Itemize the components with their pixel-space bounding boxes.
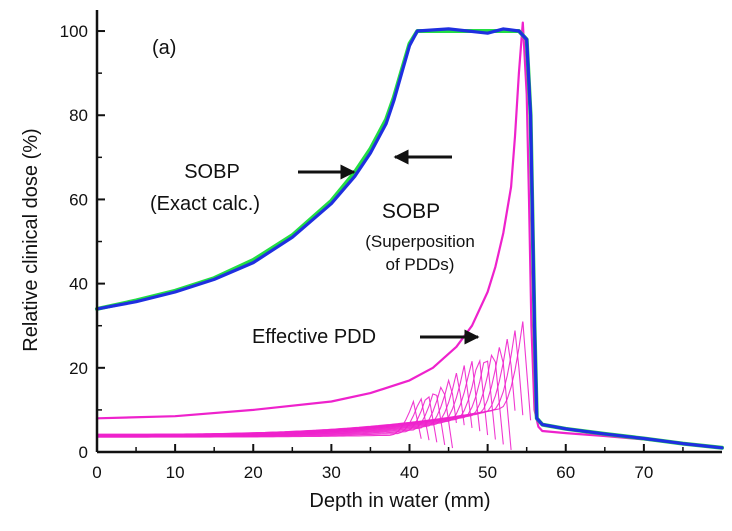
x-tick-label-6: 60 [556, 463, 575, 482]
y-tick-label-5: 100 [60, 22, 88, 41]
annotation-sobp-superposition-line1: (Superposition [365, 232, 475, 251]
y-tick-label-4: 80 [69, 106, 88, 125]
x-axis-title: Depth in water (mm) [309, 490, 490, 512]
x-tick-label-4: 40 [400, 463, 419, 482]
annotation-sobp-superposition-line2: of PDDs) [386, 255, 455, 274]
x-tick-label-7: 70 [634, 463, 653, 482]
y-tick-label-3: 60 [69, 190, 88, 209]
annotation-sobp-exact-subtitle: (Exact calc.) [150, 193, 260, 215]
x-tick-label-0: 0 [92, 463, 101, 482]
y-tick-label-1: 20 [69, 359, 88, 378]
annotation-effective-pdd: Effective PDD [252, 326, 376, 348]
annotation-sobp-exact-title: SOBP [184, 161, 240, 183]
panel-label: (a) [152, 37, 176, 59]
annotation-sobp-superposition-title: SOBP [382, 200, 440, 223]
series-line-2 [95, 21, 724, 449]
x-tick-label-5: 50 [478, 463, 497, 482]
x-tick-label-1: 10 [166, 463, 185, 482]
ticks-layer: 0 10 20 30 40 50 60 70 0 20 40 60 80 100 [60, 22, 684, 482]
series-line-1 [95, 27, 724, 450]
x-tick-label-3: 30 [322, 463, 341, 482]
pristine-pdd-peaks [97, 321, 532, 450]
pristine-pdd-curve-10 [97, 360, 496, 440]
series-layer [95, 21, 724, 450]
y-tick-label-2: 40 [69, 275, 88, 294]
y-axis-title: Relative clinical dose (%) [20, 128, 42, 351]
y-tick-label-0: 0 [79, 443, 88, 462]
x-tick-label-2: 20 [244, 463, 263, 482]
pristine-pdd-curve-15 [97, 321, 532, 435]
